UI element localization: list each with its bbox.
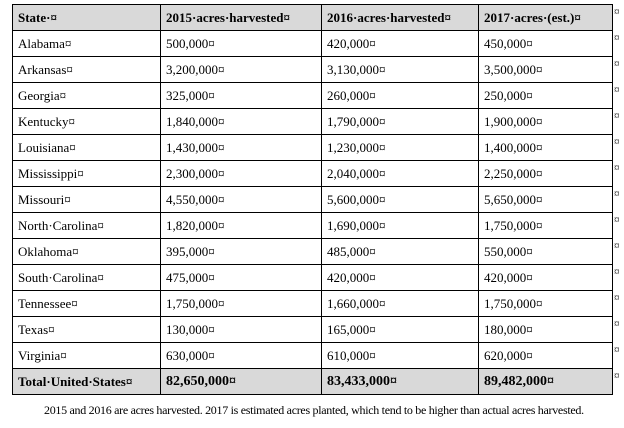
- cell: 2,040,000¤: [321, 160, 479, 187]
- cell: 250,000¤: [478, 82, 613, 109]
- cell: 620,000¤: [478, 342, 613, 369]
- cell: 420,000¤: [321, 264, 479, 291]
- row-label: Virginia¤: [12, 342, 161, 369]
- row-end-mark: ¤: [614, 58, 620, 70]
- cell: 420,000¤: [478, 264, 613, 291]
- row-end-mark: ¤: [614, 266, 620, 278]
- row-end-mark: ¤: [614, 136, 620, 148]
- footnote: 2015 and 2016 are acres harvested. 2017 …: [44, 403, 584, 417]
- cell: 630,000¤: [160, 342, 322, 369]
- row-end-mark: ¤: [614, 318, 620, 330]
- cell: 1,790,000¤: [321, 108, 479, 135]
- cell: 2,300,000¤: [160, 160, 322, 187]
- table-row: Kentucky¤ 1,840,000¤ 1,790,000¤ 1,900,000¤: [12, 108, 613, 135]
- table-row: Tennessee¤ 1,750,000¤ 1,660,000¤ 1,750,000¤: [12, 290, 613, 317]
- cell: 83,433,000¤: [321, 368, 479, 395]
- cell: 5,600,000¤: [321, 186, 479, 213]
- cell: 395,000¤: [160, 238, 322, 265]
- cell: 485,000¤: [321, 238, 479, 265]
- table-row: Total·United·States¤ 82,650,000¤ 83,433,00…: [12, 368, 613, 395]
- cell: 550,000¤: [478, 238, 613, 265]
- cell: 130,000¤: [160, 316, 322, 343]
- cell: 180,000¤: [478, 316, 613, 343]
- cell: 2016·acres·harvested¤: [321, 4, 479, 31]
- row-label: Missouri¤: [12, 186, 161, 213]
- table-row: Louisiana¤ 1,430,000¤ 1,230,000¤ 1,400,000¤: [12, 134, 613, 161]
- table-row: State·¤ 2015·acres·harvested¤ 2016·acres·h…: [12, 4, 613, 31]
- cell: 1,660,000¤: [321, 290, 479, 317]
- cell: 3,500,000¤: [478, 56, 613, 83]
- row-end-mark: ¤: [614, 188, 620, 200]
- row-label: Alabama¤: [12, 30, 161, 57]
- row-label: State·¤: [12, 4, 161, 31]
- row-label: Oklahoma¤: [12, 238, 161, 265]
- cell: 89,482,000¤: [478, 368, 613, 395]
- row-end-mark: ¤: [614, 214, 620, 226]
- row-end-mark: ¤: [614, 84, 620, 96]
- row-label: Kentucky¤: [12, 108, 161, 135]
- cell: 1,900,000¤: [478, 108, 613, 135]
- cell: 1,400,000¤: [478, 134, 613, 161]
- cell: 1,750,000¤: [478, 290, 613, 317]
- row-label: Tennessee¤: [12, 290, 161, 317]
- table-row: Oklahoma¤ 395,000¤ 485,000¤ 550,000¤: [12, 238, 613, 265]
- cell: 1,750,000¤: [478, 212, 613, 239]
- row-label: North·Carolina¤: [12, 212, 161, 239]
- cell: 1,750,000¤: [160, 290, 322, 317]
- table-row: Virginia¤ 630,000¤ 610,000¤ 620,000¤: [12, 342, 613, 369]
- acreage-table: State·¤ 2015·acres·harvested¤ 2016·acres·h…: [12, 4, 613, 395]
- cell: 475,000¤: [160, 264, 322, 291]
- row-end-mark: ¤: [614, 162, 620, 174]
- cell: 165,000¤: [321, 316, 479, 343]
- cell: 325,000¤: [160, 82, 322, 109]
- table-row: Arkansas¤ 3,200,000¤ 3,130,000¤ 3,500,000¤: [12, 56, 613, 83]
- table-row: North·Carolina¤ 1,820,000¤ 1,690,000¤ 1,750…: [12, 212, 613, 239]
- cell: 1,690,000¤: [321, 212, 479, 239]
- row-label: Louisiana¤: [12, 134, 161, 161]
- row-label: Georgia¤: [12, 82, 161, 109]
- table-row: Missouri¤ 4,550,000¤ 5,600,000¤ 5,650,000¤: [12, 186, 613, 213]
- cell: 610,000¤: [321, 342, 479, 369]
- table-row: South·Carolina¤ 475,000¤ 420,000¤ 420,000¤: [12, 264, 613, 291]
- cell: 3,130,000¤: [321, 56, 479, 83]
- row-label: South·Carolina¤: [12, 264, 161, 291]
- table-row: Texas¤ 130,000¤ 165,000¤ 180,000¤: [12, 316, 613, 343]
- cell: 500,000¤: [160, 30, 322, 57]
- cell: 420,000¤: [321, 30, 479, 57]
- cell: 82,650,000¤: [160, 368, 322, 395]
- cell: 2017·acres·(est.)¤: [478, 4, 613, 31]
- cell: 2015·acres·harvested¤: [160, 4, 322, 31]
- cell: 1,840,000¤: [160, 108, 322, 135]
- row-end-mark: ¤: [614, 370, 620, 382]
- cell: 1,230,000¤: [321, 134, 479, 161]
- cell: 3,200,000¤: [160, 56, 322, 83]
- cell: 1,430,000¤: [160, 134, 322, 161]
- row-label: Total·United·States¤: [12, 368, 161, 395]
- row-label: Mississippi¤: [12, 160, 161, 187]
- cell: 1,820,000¤: [160, 212, 322, 239]
- cell: 2,250,000¤: [478, 160, 613, 187]
- cell: 4,550,000¤: [160, 186, 322, 213]
- cell: 450,000¤: [478, 30, 613, 57]
- table-row: Alabama¤ 500,000¤ 420,000¤ 450,000¤: [12, 30, 613, 57]
- row-end-mark: ¤: [614, 110, 620, 122]
- cell: 5,650,000¤: [478, 186, 613, 213]
- row-label: Arkansas¤: [12, 56, 161, 83]
- cell: 260,000¤: [321, 82, 479, 109]
- row-label: Texas¤: [12, 316, 161, 343]
- row-end-mark: ¤: [614, 6, 620, 18]
- row-end-mark: ¤: [614, 240, 620, 252]
- row-end-mark: ¤: [614, 32, 620, 44]
- table-row: Georgia¤ 325,000¤ 260,000¤ 250,000¤: [12, 82, 613, 109]
- table-row: Mississippi¤ 2,300,000¤ 2,040,000¤ 2,250,00…: [12, 160, 613, 187]
- row-end-mark: ¤: [614, 344, 620, 356]
- row-end-mark: ¤: [614, 292, 620, 304]
